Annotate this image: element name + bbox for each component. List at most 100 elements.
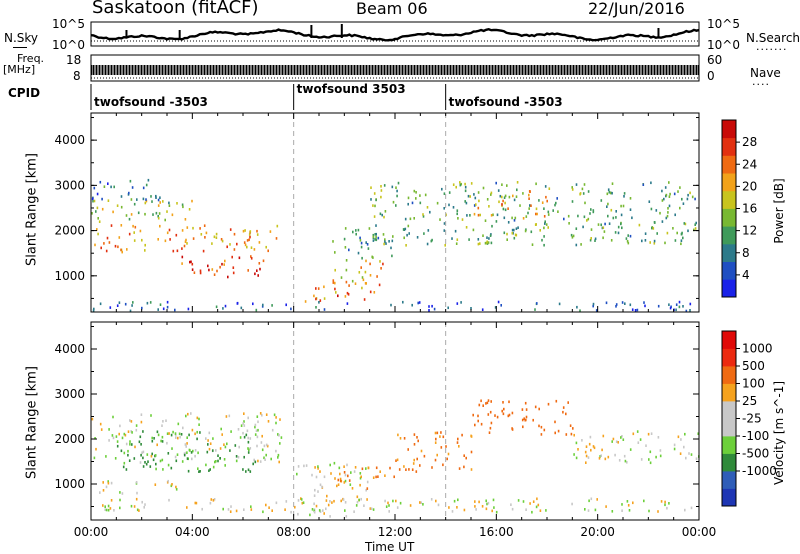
velocity-cell bbox=[524, 401, 527, 405]
power-cell bbox=[536, 302, 538, 305]
power-cell bbox=[684, 222, 687, 226]
power-cell bbox=[151, 200, 153, 203]
power-cell bbox=[211, 268, 214, 271]
velocity-cell bbox=[259, 412, 262, 415]
power-cell bbox=[620, 213, 623, 217]
velocity-cell bbox=[436, 453, 438, 457]
velocity-cell bbox=[151, 439, 154, 443]
power-cell bbox=[395, 204, 397, 207]
velocity-cell bbox=[247, 468, 250, 472]
power-cell bbox=[443, 192, 446, 195]
velocity-cell bbox=[329, 515, 331, 518]
velocity-cell bbox=[317, 465, 319, 468]
power-cell bbox=[364, 282, 367, 285]
power-cell bbox=[362, 278, 365, 282]
power-cell bbox=[555, 201, 557, 205]
velocity-cell bbox=[171, 447, 173, 450]
power-cell bbox=[114, 244, 117, 248]
power-cell bbox=[641, 239, 643, 243]
velocity-cell bbox=[144, 503, 146, 506]
power-cell bbox=[229, 243, 231, 246]
velocity-cell bbox=[366, 487, 369, 490]
nsky-trace bbox=[90, 27, 700, 42]
velocity-cell bbox=[91, 417, 94, 421]
power-cell bbox=[373, 215, 376, 218]
power-cell bbox=[101, 197, 103, 201]
power-cell bbox=[155, 194, 157, 198]
cpid-segment-label: twofsound 3503 bbox=[296, 82, 406, 96]
velocity-cell bbox=[198, 423, 200, 426]
velocity-cell bbox=[344, 479, 347, 483]
nave-tick-bottom: 0 bbox=[707, 69, 715, 83]
power-cell bbox=[249, 235, 251, 239]
power-cell bbox=[403, 236, 405, 240]
velocity-cell bbox=[419, 501, 421, 504]
station-title: Saskatoon (fitACF) bbox=[92, 0, 259, 18]
velocity-cell bbox=[107, 508, 110, 512]
velocity-cell bbox=[481, 505, 484, 508]
power-cell bbox=[227, 275, 229, 279]
power-cell bbox=[575, 227, 578, 230]
velocity-cell bbox=[212, 499, 215, 502]
power-cell bbox=[459, 181, 461, 184]
power-cell bbox=[682, 236, 684, 240]
power-cell bbox=[192, 237, 195, 240]
power-cell bbox=[185, 238, 187, 242]
power-cell bbox=[145, 199, 148, 203]
velocity-cell bbox=[194, 501, 197, 505]
power-cell bbox=[661, 189, 663, 193]
power-cell bbox=[587, 217, 590, 221]
velocity-cell bbox=[348, 479, 351, 482]
power-cell bbox=[369, 262, 371, 266]
power-cell bbox=[202, 249, 205, 253]
power-cell bbox=[676, 231, 678, 235]
power-cell bbox=[216, 269, 218, 273]
velocity-cell bbox=[585, 445, 588, 448]
velocity-panel-bg bbox=[91, 322, 699, 520]
power-cell bbox=[190, 260, 192, 264]
velocity-cell bbox=[477, 414, 479, 418]
power-cell bbox=[406, 233, 408, 237]
velocity-cell bbox=[143, 506, 145, 509]
power-cell bbox=[543, 226, 545, 230]
power-cell bbox=[253, 248, 256, 251]
velocity-cell bbox=[375, 475, 377, 479]
velocity-cell bbox=[557, 429, 560, 433]
velocity-cell bbox=[600, 454, 602, 457]
velocity-cell bbox=[191, 457, 193, 461]
velocity-cell bbox=[487, 413, 490, 416]
power-cell bbox=[649, 241, 651, 244]
velocity-cell bbox=[170, 484, 173, 488]
velocity-cell bbox=[192, 449, 194, 453]
power-colorbar-cell bbox=[722, 208, 736, 227]
power-cell bbox=[129, 179, 132, 183]
power-cell bbox=[467, 194, 470, 198]
power-cell bbox=[384, 238, 386, 241]
nsky-tick-bottom: 10^0 bbox=[52, 38, 85, 52]
velocity-cell bbox=[199, 431, 201, 434]
velocity-cell bbox=[194, 449, 197, 452]
velocity-cell bbox=[180, 433, 183, 436]
power-cell bbox=[418, 301, 421, 304]
power-cell bbox=[125, 214, 128, 217]
velocity-cell bbox=[162, 420, 164, 423]
power-cell bbox=[528, 207, 530, 210]
velocity-cell bbox=[243, 455, 245, 459]
power-cell bbox=[517, 226, 519, 229]
velocity-cell bbox=[657, 510, 659, 513]
velocity-cell bbox=[129, 440, 131, 443]
power-cell bbox=[473, 212, 476, 216]
velocity-cell bbox=[666, 506, 668, 510]
power-cell bbox=[583, 215, 586, 219]
velocity-cell bbox=[325, 507, 327, 511]
velocity-cell bbox=[249, 437, 252, 440]
velocity-cell bbox=[93, 456, 96, 460]
velocity-cell bbox=[174, 432, 177, 435]
velocity-cell bbox=[405, 468, 407, 471]
velocity-cell bbox=[480, 399, 482, 403]
velocity-cell bbox=[249, 470, 252, 473]
power-cell bbox=[317, 287, 320, 290]
velocity-cell bbox=[129, 443, 131, 446]
power-cell bbox=[98, 220, 101, 223]
power-cell bbox=[500, 304, 502, 307]
